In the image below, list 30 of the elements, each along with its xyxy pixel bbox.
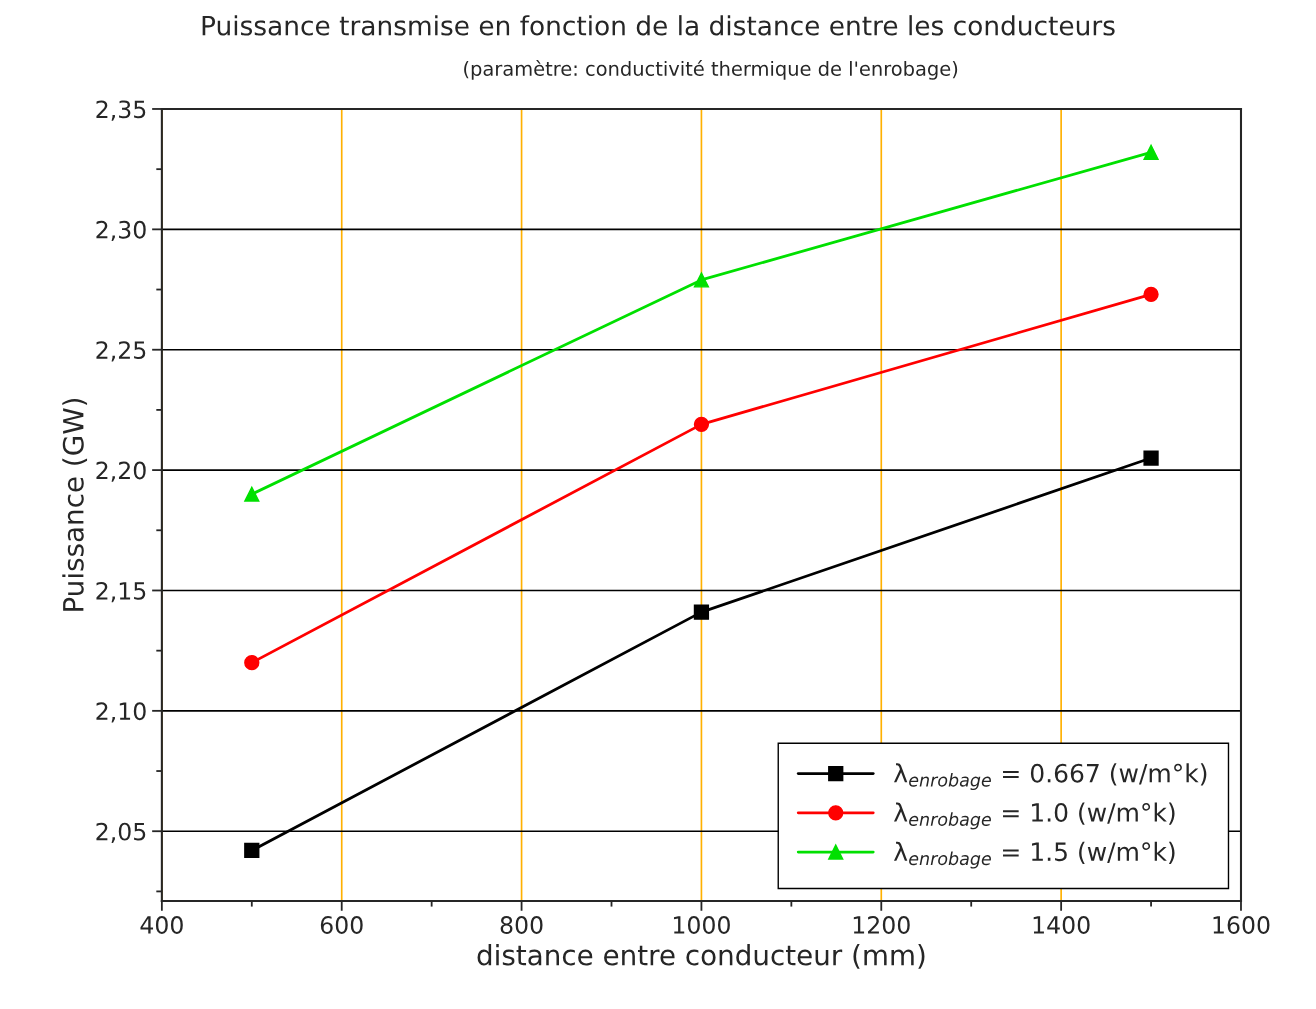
- x-axis-title: distance entre conducteur (mm): [477, 944, 925, 969]
- x-tick-label: 600: [320, 916, 363, 934]
- y-tick-label: 2,30: [96, 220, 146, 242]
- point: [1143, 450, 1159, 466]
- legend-label: λ$_{enrobage}$ = 1.5 (w/m°k): [893, 841, 1175, 869]
- x-tick-label: 800: [500, 916, 543, 934]
- point: [244, 842, 260, 859]
- point: [244, 486, 260, 502]
- x-tick-label: 1600: [1213, 916, 1270, 934]
- point: [693, 416, 710, 432]
- x-tick-label: 400: [140, 916, 183, 934]
- x-tick-label: 1200: [853, 916, 910, 934]
- legend-label: λ$_{enrobage}$ = 0.667 (w/m°k): [893, 763, 1207, 791]
- point: [693, 272, 710, 288]
- point: [1143, 144, 1159, 160]
- point: [244, 655, 260, 671]
- chart-title: Puissance transmise en fonction de la distance entre les conducteurs: [202, 15, 1115, 36]
- y-tick-label: 2,35: [96, 100, 146, 121]
- y-tick-label: 2,05: [96, 822, 146, 843]
- y-axis-title: Puissance (GW): [62, 398, 88, 611]
- y-tick-label: 2,25: [96, 341, 146, 362]
- point: [1143, 286, 1159, 302]
- chart-subtitle: (paramètre: conductivité thermique de l'enrobage): [464, 60, 958, 80]
- legend-label: λ$_{enrobage}$ = 1.0 (w/m°k): [893, 802, 1175, 830]
- y-tick-label: 2,20: [96, 461, 146, 482]
- x-tick-label: 1400: [1033, 916, 1090, 934]
- y-tick-label: 2,15: [96, 581, 146, 603]
- y-tick-label: 2,10: [96, 702, 146, 723]
- x-tick-label: 1000: [673, 916, 730, 934]
- point: [693, 604, 710, 620]
